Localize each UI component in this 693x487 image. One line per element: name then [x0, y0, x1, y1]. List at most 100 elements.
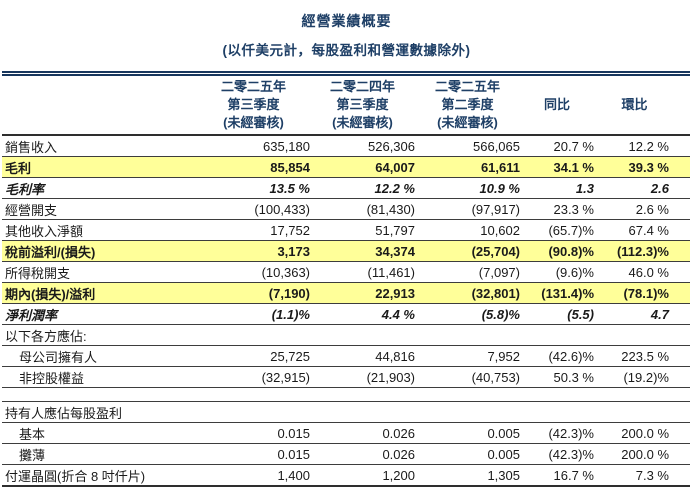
cell-value — [310, 324, 415, 346]
results-table: 二零二五年 第三季度 (未經審核) 二零二四年 第三季度 (未經審核) 二零二五年 第二季度 (… — [2, 71, 690, 487]
cell-value: 1.3 — [520, 177, 600, 199]
table-row: 銷售收入 635,180 526,306 566,065 20.7 % 12.2 % — [2, 135, 690, 157]
cell-value: (21,903) — [310, 366, 415, 388]
column-header-3: 二零二五年 第二季度 (未經審核) — [415, 73, 520, 136]
column-header-1: 二零二五年第三季度 (未經審核) — [197, 73, 310, 136]
table-row: 攤薄 0.015 0.026 0.005 (42.3)% 200.0 % — [2, 443, 690, 465]
row-label: 經營開支 — [2, 198, 197, 220]
table-body: 銷售收入 635,180 526,306 566,065 20.7 % 12.2 % 毛利 8… — [2, 135, 690, 487]
cell-value: 50.3 % — [520, 366, 600, 388]
cell-value: (131.4)% — [520, 282, 600, 304]
cell-value: (90.8)% — [520, 240, 600, 262]
table-row: 稅前溢利/(損失) 3,173 34,374 (25,704) (90.8)% (112.… — [2, 240, 690, 262]
table-row: 以下各方應佔: — [2, 324, 690, 346]
cell-value: (7,097) — [415, 261, 520, 283]
row-label: 攤薄 — [2, 443, 197, 465]
table-row: 期內(損失)/溢利 (7,190) 22,913 (32,801) (131.4)% (7… — [2, 282, 690, 304]
row-label: 銷售收入 — [2, 135, 197, 157]
column-header-2: 二零二四年第三季度 (未經審核) — [310, 73, 415, 136]
spacer-row — [2, 387, 690, 402]
table-row: 淨利潤率 (1.1)% 4.4 % (5.8)% (5.5) 4.7 — [2, 303, 690, 325]
table-row: 所得稅開支 (10,363) (11,461) (7,097) (9.6)% 46.0 % — [2, 261, 690, 283]
cell-value — [415, 324, 520, 346]
column-header-line: 第二季度 — [441, 97, 494, 112]
cell-value: 4.7 — [600, 303, 690, 325]
cell-value: 0.015 — [197, 422, 310, 444]
cell-value: (5.5) — [520, 303, 600, 325]
cell-value: 0.015 — [197, 443, 310, 465]
row-label: 期內(損失)/溢利 — [2, 282, 197, 304]
cell-value — [600, 324, 690, 346]
column-header-line: (未經審核) — [437, 115, 498, 130]
cell-value: 16.7 % — [520, 464, 600, 487]
cell-value: (97,917) — [415, 198, 520, 220]
cell-value — [310, 401, 415, 423]
cell-value: 0.026 — [310, 443, 415, 465]
cell-value: 51,797 — [310, 219, 415, 241]
cell-value: 7.3 % — [600, 464, 690, 487]
table-row: 經營開支 (100,433) (81,430) (97,917) 23.3 % 2.6 % — [2, 198, 690, 220]
column-header-line: 第三季度 — [336, 97, 389, 112]
cell-value: 20.7 % — [520, 135, 600, 157]
row-label: 持有人應佔每股盈利 — [2, 401, 197, 423]
table-row: 付運晶圓(折合 8 吋仟片) 1,400 1,200 1,305 16.7 % 7.3 % — [2, 464, 690, 487]
cell-value: (32,915) — [197, 366, 310, 388]
column-header-line: (未經審核) — [332, 115, 393, 130]
cell-value: 46.0 % — [600, 261, 690, 283]
cell-value: 64,007 — [310, 156, 415, 178]
cell-value: 23.3 % — [520, 198, 600, 220]
cell-value: (42.3)% — [520, 443, 600, 465]
cell-value: (25,704) — [415, 240, 520, 262]
row-label: 以下各方應佔: — [2, 324, 197, 346]
cell-value — [600, 401, 690, 423]
cell-value: 526,306 — [310, 135, 415, 157]
row-label: 所得稅開支 — [2, 261, 197, 283]
cell-value: 12.2 % — [310, 177, 415, 199]
header-row: 二零二五年 第三季度 (未經審核) 二零二四年 第三季度 (未經審核) 二零二五年 第二季度 (… — [2, 73, 690, 136]
cell-value: 200.0 % — [600, 422, 690, 444]
cell-value: (42.3)% — [520, 422, 600, 444]
column-header-line: 第三季度 — [227, 97, 280, 112]
table-row: 毛利 85,854 64,007 61,611 34.1 % 39.3 % — [2, 156, 690, 178]
cell-value: (42.6)% — [520, 345, 600, 367]
cell-value: 61,611 — [415, 156, 520, 178]
cell-value: 1,200 — [310, 464, 415, 487]
column-header-line: 同比 — [543, 97, 570, 112]
cell-value: 34,374 — [310, 240, 415, 262]
cell-value — [197, 324, 310, 346]
cell-value: (1.1)% — [197, 303, 310, 325]
cell-value: 34.1 % — [520, 156, 600, 178]
cell-value — [520, 401, 600, 423]
cell-value: (112.3)% — [600, 240, 690, 262]
cell-value: (9.6)% — [520, 261, 600, 283]
cell-value: 10,602 — [415, 219, 520, 241]
column-header-line: (未經審核) — [223, 115, 284, 130]
cell-value: (100,433) — [197, 198, 310, 220]
cell-value: (10,363) — [197, 261, 310, 283]
table-row: 母公司擁有人 25,725 44,816 7,952 (42.6)% 223.5 % — [2, 345, 690, 367]
cell-value: 7,952 — [415, 345, 520, 367]
cell-value: 0.005 — [415, 443, 520, 465]
cell-value: 566,065 — [415, 135, 520, 157]
cell-value: 1,400 — [197, 464, 310, 487]
cell-value — [197, 401, 310, 423]
row-label: 毛利 — [2, 156, 197, 178]
cell-value: 10.9 % — [415, 177, 520, 199]
cell-value: 4.4 % — [310, 303, 415, 325]
cell-value — [520, 324, 600, 346]
page-title: 經營業績概要 — [301, 13, 392, 29]
cell-value: 25,725 — [197, 345, 310, 367]
cell-value: 12.2 % — [600, 135, 690, 157]
column-header-line: 二零二四年 — [329, 79, 395, 94]
table-row: 基本 0.015 0.026 0.005 (42.3)% 200.0 % — [2, 422, 690, 444]
cell-value: (19.2)% — [600, 366, 690, 388]
cell-value: 17,752 — [197, 219, 310, 241]
column-header-line: 環比 — [621, 97, 648, 112]
column-header-4: 同比 — [520, 73, 600, 136]
table-row: 持有人應佔每股盈利 — [2, 401, 690, 423]
cell-value: 0.005 — [415, 422, 520, 444]
page-subtitle: (以仟美元計，每股盈利和營運數據除外) — [222, 43, 471, 58]
cell-value: (7,190) — [197, 282, 310, 304]
column-header-line: 二零二五年 — [220, 79, 286, 94]
